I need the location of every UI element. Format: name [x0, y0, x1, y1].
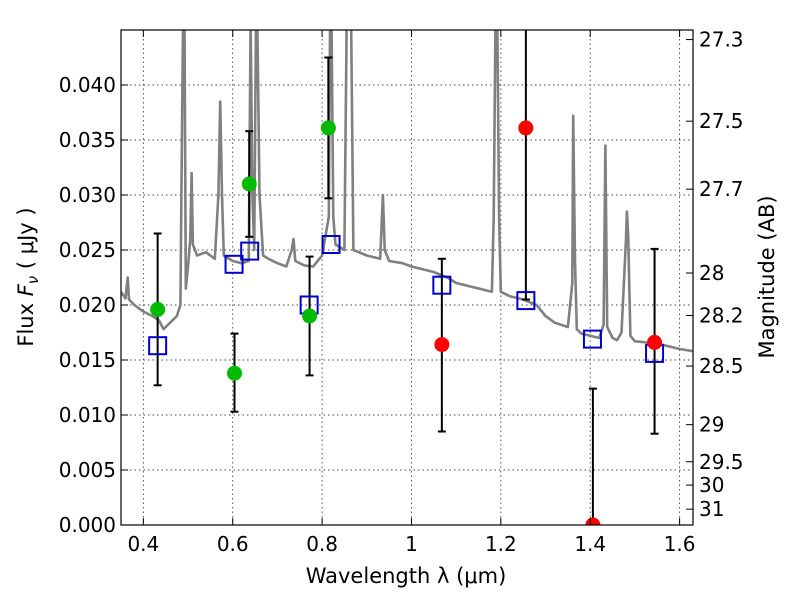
x-tick-label: 1.4 [574, 532, 606, 556]
y2-tick-label: 29 [699, 413, 724, 437]
nondetection-point [518, 120, 534, 136]
model-square [321, 235, 341, 254]
y2-tick-label: 29.5 [699, 450, 744, 474]
x-tick-label: 1.6 [664, 532, 696, 556]
tick-labels: 0.4 0.6 0.8 1 1.2 1.4 1.6 0.000 0.005 0.010 0.015 0… [59, 28, 744, 556]
detection-point [227, 365, 243, 381]
x-tick-label: 1 [405, 532, 418, 556]
model-square [224, 254, 244, 274]
model-square [148, 336, 168, 356]
model-square [432, 275, 452, 295]
y-tick-label: 0.040 [59, 73, 116, 97]
y2-tick-label: 27.7 [699, 177, 744, 201]
y-tick-label: 0.000 [59, 513, 116, 537]
x-tick-label: 0.6 [217, 532, 249, 556]
model-square [516, 291, 536, 311]
detection-point [241, 176, 257, 192]
x-tick-label: 0.8 [306, 532, 338, 556]
y2-axis-label: Magnitude (AB) [755, 195, 779, 358]
ticks [121, 30, 693, 526]
y2-tick-label: 30 [699, 473, 724, 497]
detection-point [320, 120, 336, 136]
detection-point [150, 301, 166, 317]
y2-tick-label: 28.2 [699, 303, 744, 327]
y-axis-label: Flux Fν ( μJy ) [14, 207, 42, 346]
y-tick-label: 0.010 [59, 403, 116, 427]
y2-tick-label: 31 [699, 497, 724, 521]
x-tick-label: 1.2 [485, 532, 517, 556]
nondetection-point [647, 334, 663, 350]
spectrum-layer [121, 30, 693, 353]
nondetection-point [585, 517, 601, 525]
y2-tick-label: 28.5 [699, 354, 744, 378]
detection-point [302, 308, 318, 324]
spectrum-line [121, 30, 693, 353]
plot-frame [120, 29, 694, 526]
y2-tick-label: 27.3 [699, 28, 744, 52]
y-tick-label: 0.015 [59, 348, 116, 372]
y-tick-label: 0.035 [59, 128, 116, 152]
y-tick-label: 0.025 [59, 238, 116, 262]
model-square [240, 241, 260, 261]
y-tick-label: 0.005 [59, 458, 116, 482]
y2-tick-label: 27.5 [699, 109, 744, 133]
y-tick-label: 0.030 [59, 183, 116, 207]
points-layer [148, 30, 665, 525]
x-tick-label: 0.4 [127, 532, 159, 556]
y2-tick-label: 28 [699, 261, 724, 285]
model-square [582, 329, 602, 349]
x-axis-label: Wavelength λ (μm) [306, 564, 507, 588]
y-tick-label: 0.020 [59, 293, 116, 317]
nondetection-point [434, 337, 450, 353]
